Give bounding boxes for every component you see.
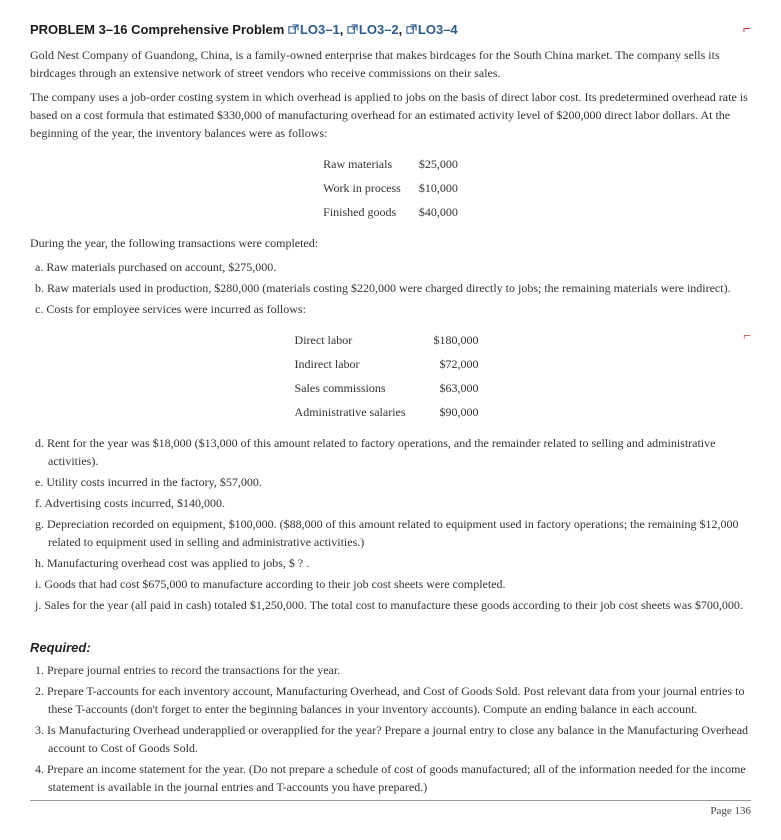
inv-label: Raw materials xyxy=(313,152,411,176)
list-item: 4. Prepare an income statement for the y… xyxy=(30,760,751,796)
list-item: j. Sales for the year (all paid in cash)… xyxy=(30,596,751,614)
list-item: g. Depreciation recorded on equipment, $… xyxy=(30,515,751,551)
cost-label: Indirect labor xyxy=(281,352,420,376)
title-prefix: PROBLEM 3–16 Comprehensive Problem xyxy=(30,22,284,37)
list-item: c. Costs for employee services were incu… xyxy=(30,300,751,318)
external-link-icon xyxy=(288,24,299,35)
transactions-list-1: a. Raw materials purchased on account, $… xyxy=(30,258,751,318)
inv-amount: $25,000 xyxy=(411,152,468,176)
inv-label: Finished goods xyxy=(313,200,411,224)
cost-label: Administrative salaries xyxy=(281,400,420,424)
list-item: f. Advertising costs incurred, $140,000. xyxy=(30,494,751,512)
list-item: 1. Prepare journal entries to record the… xyxy=(30,661,751,679)
problem-title: PROBLEM 3–16 Comprehensive Problem LO3–1… xyxy=(30,20,751,40)
required-heading: Required: xyxy=(30,638,751,658)
required-list: 1. Prepare journal entries to record the… xyxy=(30,661,751,796)
external-link-icon xyxy=(347,24,358,35)
lo-link-3[interactable]: LO3–4 xyxy=(406,22,458,37)
list-item: h. Manufacturing overhead cost was appli… xyxy=(30,554,751,572)
table-row: Direct labor$180,000 xyxy=(281,328,493,352)
employee-cost-table: Direct labor$180,000 Indirect labor$72,0… xyxy=(281,328,493,424)
inv-amount: $10,000 xyxy=(411,176,468,200)
inv-amount: $40,000 xyxy=(411,200,468,224)
table-row: Raw materials$25,000 xyxy=(313,152,468,176)
lo-link-1[interactable]: LO3–1 xyxy=(288,22,340,37)
transactions-list-2: d. Rent for the year was $18,000 ($13,00… xyxy=(30,434,751,614)
table-row: Administrative salaries$90,000 xyxy=(281,400,493,424)
table-row: Sales commissions$63,000 xyxy=(281,376,493,400)
cost-label: Direct labor xyxy=(281,328,420,352)
cost-amount: $72,000 xyxy=(420,352,493,376)
intro-paragraph-2: The company uses a job-order costing sys… xyxy=(30,88,751,142)
cost-amount: $180,000 xyxy=(420,328,493,352)
intro-paragraph-1: Gold Nest Company of Guandong, China, is… xyxy=(30,46,751,82)
list-item: 3. Is Manufacturing Overhead underapplie… xyxy=(30,721,751,757)
cost-amount: $63,000 xyxy=(420,376,493,400)
list-item: e. Utility costs incurred in the factory… xyxy=(30,473,751,491)
list-item: b. Raw materials used in production, $28… xyxy=(30,279,751,297)
list-item: a. Raw materials purchased on account, $… xyxy=(30,258,751,276)
corner-mark: ⌐ xyxy=(743,326,751,347)
inventory-table: Raw materials$25,000 Work in process$10,… xyxy=(313,152,468,224)
table-row: Work in process$10,000 xyxy=(313,176,468,200)
list-item: 2. Prepare T-accounts for each inventory… xyxy=(30,682,751,718)
cost-label: Sales commissions xyxy=(281,376,420,400)
corner-mark: ⌐ xyxy=(743,18,751,39)
list-item: d. Rent for the year was $18,000 ($13,00… xyxy=(30,434,751,470)
cost-amount: $90,000 xyxy=(420,400,493,424)
page-footer: Page 136 xyxy=(30,800,751,820)
list-item: i. Goods that had cost $675,000 to manuf… xyxy=(30,575,751,593)
lo-link-2[interactable]: LO3–2 xyxy=(347,22,399,37)
inv-label: Work in process xyxy=(313,176,411,200)
table-row: Finished goods$40,000 xyxy=(313,200,468,224)
table-row: Indirect labor$72,000 xyxy=(281,352,493,376)
external-link-icon xyxy=(406,24,417,35)
transactions-intro: During the year, the following transacti… xyxy=(30,234,751,252)
